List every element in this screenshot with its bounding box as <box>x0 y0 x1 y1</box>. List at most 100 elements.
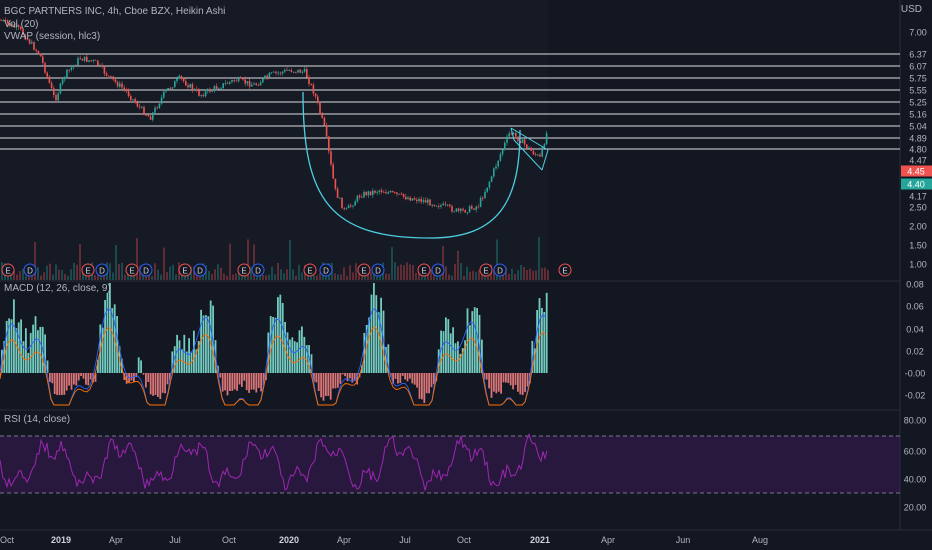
candle-body <box>528 147 530 149</box>
candle-body <box>336 188 339 198</box>
candle-body <box>358 195 361 198</box>
macd-histogram-bar <box>413 373 416 385</box>
candle-body <box>0 20 2 21</box>
earnings-marker-label: E <box>421 267 426 276</box>
macd-histogram-bar <box>63 373 66 395</box>
macd-histogram-bar <box>173 346 176 373</box>
candle-body <box>24 34 26 40</box>
volume-bar <box>109 263 111 280</box>
volume-bar <box>61 270 63 280</box>
volume-bar <box>445 266 447 280</box>
macd-histogram-bar <box>507 373 510 383</box>
macd-histogram-bar <box>22 341 25 373</box>
macd-pane[interactable] <box>0 283 548 406</box>
volume-bar <box>187 272 189 280</box>
volume-bar <box>223 273 225 280</box>
dividend-marker <box>431 263 445 277</box>
candle-body <box>273 71 275 73</box>
candle-body <box>385 192 387 194</box>
macd-histogram-bar <box>469 325 471 373</box>
candle-body <box>418 198 420 202</box>
macd-histogram-bar <box>332 373 334 389</box>
macd-histogram-bar <box>545 292 548 373</box>
macd-line <box>0 307 547 406</box>
candle-body <box>281 71 284 74</box>
candle-body <box>438 205 440 207</box>
macd-histogram-bar <box>82 373 85 379</box>
earnings-marker-label: E <box>85 267 90 276</box>
macd-histogram-bar <box>305 345 308 373</box>
volume-bar <box>472 270 474 280</box>
candle-body <box>416 199 418 202</box>
candle-body <box>33 42 35 50</box>
volume-bar <box>496 239 498 280</box>
candle-body <box>407 197 409 200</box>
candle-body <box>314 93 317 97</box>
candle-body <box>165 89 167 92</box>
candle-body <box>431 204 433 206</box>
candle-body <box>215 86 218 89</box>
time-tick-label: Oct <box>222 535 237 545</box>
volume-bar <box>154 263 156 280</box>
grid-lines <box>0 0 932 531</box>
volume-bar <box>280 269 282 280</box>
macd-histogram-bar <box>440 330 442 373</box>
volume-bar <box>262 274 264 280</box>
candle-body <box>539 154 541 157</box>
rsi-pane[interactable] <box>0 432 900 494</box>
earnings-marker-label: E <box>361 267 366 276</box>
macd-histogram-bar <box>130 373 133 381</box>
candle-body <box>152 112 154 120</box>
macd-histogram-bar <box>457 341 459 373</box>
macd-histogram-bar <box>176 334 178 373</box>
candle-body <box>42 56 44 63</box>
candle-body <box>541 146 543 157</box>
candle-body <box>347 205 350 209</box>
macd-histogram-bar <box>517 373 519 392</box>
volume-bar <box>376 274 378 280</box>
candle-body <box>246 81 249 84</box>
candle-body <box>433 204 436 207</box>
time-axis[interactable]: Oct 2019 Apr Jul Oct 2020 Apr Jul Oct 2021 Apr Jun A… <box>0 535 768 545</box>
volume-bar <box>250 266 252 280</box>
volume-bar <box>214 269 216 280</box>
candle-body <box>242 78 244 80</box>
candle-body <box>61 79 64 84</box>
dividend-marker-label: D <box>497 267 503 276</box>
candle-body <box>180 75 183 79</box>
price-tick-label: 2.00 <box>909 222 927 232</box>
macd-histogram-bar <box>521 373 524 395</box>
candle-body <box>141 107 143 108</box>
price-pane[interactable] <box>0 17 900 280</box>
candle-body <box>11 24 13 26</box>
volume-bar <box>286 269 288 280</box>
macd-histogram-bar <box>310 354 313 373</box>
candle-body <box>303 69 306 72</box>
time-tick-label: 2020 <box>279 535 299 545</box>
macd-histogram-bar <box>219 373 222 378</box>
volume-bar <box>70 269 72 280</box>
macd-histogram-bar <box>221 373 224 392</box>
macd-histogram-bar <box>101 327 104 373</box>
macd-histogram-bar <box>317 373 320 391</box>
macd-histogram-bar <box>327 373 330 396</box>
volume-bar <box>406 262 408 280</box>
volume-bar <box>169 266 171 280</box>
dividend-marker-label: D <box>375 267 381 276</box>
volume-bar <box>121 262 123 280</box>
volume-bar <box>163 247 165 280</box>
volume-bar <box>319 272 321 280</box>
price-tick-label: 5.75 <box>909 74 927 84</box>
candle-body <box>251 84 253 87</box>
macd-histogram-bar <box>353 373 356 381</box>
macd-histogram-bar <box>341 373 344 375</box>
price-axis[interactable]: 7.00 6.37 6.07 5.75 5.55 5.25 5.16 5.04 4.894.80… <box>901 28 932 513</box>
rsi-tick-label: 20.00 <box>904 503 927 513</box>
candle-body <box>160 97 163 104</box>
macd-histogram-bar <box>97 359 99 373</box>
candle-body <box>15 25 18 28</box>
price-tick-label: 5.25 <box>909 98 927 108</box>
candle-body <box>378 190 381 192</box>
macd-histogram-bar <box>449 333 452 373</box>
